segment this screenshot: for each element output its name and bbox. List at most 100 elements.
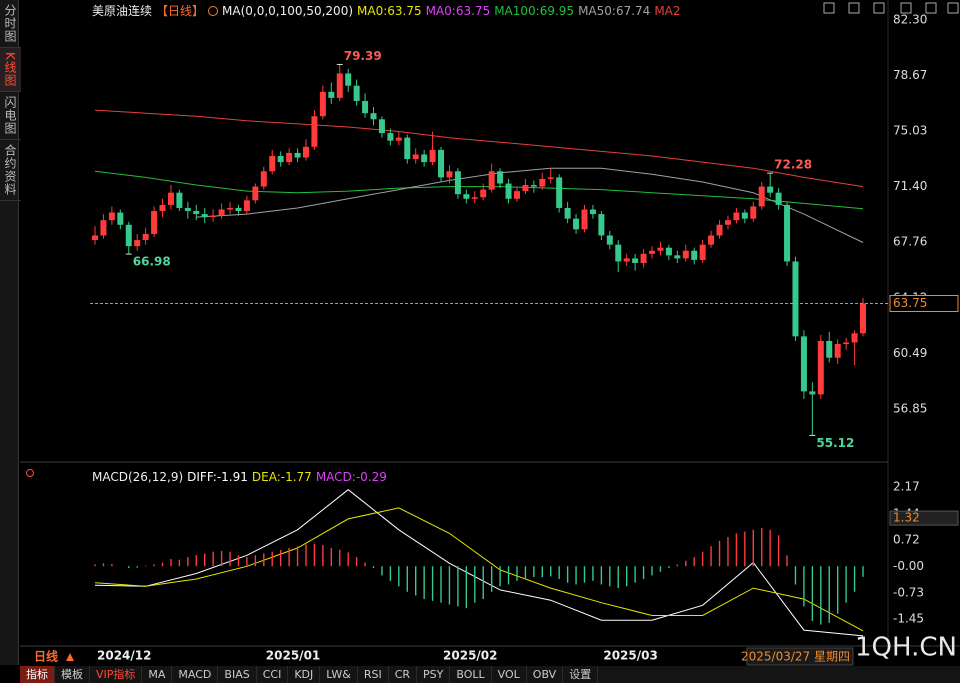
x-tick-label: 2025/01	[266, 649, 320, 663]
candle-body	[589, 209, 596, 215]
toolbar-item[interactable]: MACD	[172, 666, 219, 683]
candle-body	[277, 155, 284, 163]
toolbar-item[interactable]: VIP指标	[90, 666, 143, 683]
window-icon[interactable]	[848, 2, 860, 14]
toolbar-item[interactable]: OBV	[527, 666, 564, 683]
toolbar-item[interactable]: RSI	[358, 666, 389, 683]
candle-body	[851, 333, 858, 343]
x-tick-label: 2024/12	[97, 649, 151, 663]
candle-body	[378, 119, 385, 134]
period-arrow[interactable]	[66, 653, 74, 661]
candle-body	[353, 85, 360, 101]
window-icon[interactable]	[947, 2, 959, 14]
window-icon[interactable]	[900, 2, 912, 14]
toolbar-item[interactable]: CR	[389, 666, 418, 683]
y-tick-label: 0.72	[893, 533, 920, 547]
toolbar-item[interactable]: 设置	[563, 666, 599, 683]
candle-body	[581, 209, 588, 230]
candle-body	[151, 211, 158, 234]
sidebar-tab[interactable]: K线图	[0, 48, 21, 92]
candle-body	[319, 91, 326, 117]
extreme-label: 72.28	[774, 158, 812, 172]
candle-body	[345, 73, 352, 86]
candle-body	[775, 192, 782, 205]
indicator-icon[interactable]	[26, 469, 34, 477]
candle-body	[480, 189, 487, 198]
candle-body	[395, 137, 402, 141]
candle-body	[438, 149, 445, 178]
indicator-line	[94, 507, 864, 632]
extreme-label: 55.12	[816, 436, 854, 450]
toolbar: 指标 模板 VIP指标 MA MACD BIAS CCI KDJ LW& RSI…	[20, 666, 960, 683]
indicator: MA(0,0,0,100,50,200)	[222, 3, 354, 18]
candle-body	[564, 207, 571, 219]
watermark: 1QH.CN	[855, 633, 957, 663]
toolbar-item[interactable]: LW&	[320, 666, 358, 683]
toolbar-item[interactable]: BIAS	[218, 666, 257, 683]
candle-body	[860, 303, 866, 334]
sidebar-tab[interactable]: 闪电图	[0, 92, 21, 140]
indicator: MACD(26,12,9)	[92, 470, 184, 484]
sidebar-tab[interactable]: 分时图	[0, 0, 21, 48]
indicator-line	[94, 489, 864, 637]
sidebar-tab[interactable]: 合约资料	[0, 140, 21, 201]
indicator-line	[94, 109, 864, 188]
candle-body	[724, 220, 731, 225]
candle-body	[243, 200, 250, 212]
toolbar-item[interactable]: 指标	[20, 666, 55, 683]
toolbar-item[interactable]: VOL	[492, 666, 527, 683]
toolbar-item[interactable]: KDJ	[288, 666, 321, 683]
y-tick-label: -0.73	[893, 585, 924, 599]
candle-body	[539, 178, 546, 187]
toolbar-item[interactable]: 模板	[55, 666, 90, 683]
candle-body	[750, 206, 757, 219]
candle-body	[817, 340, 824, 395]
candle-body	[682, 250, 689, 259]
candle-body	[235, 207, 242, 212]
candle-body	[446, 171, 453, 178]
candle-body	[92, 235, 98, 241]
candle-body	[108, 212, 115, 221]
y-tick-label: -1.45	[893, 612, 924, 626]
legend-entry: DEA:-1.77	[251, 470, 312, 484]
candle-body	[463, 194, 470, 199]
candle-body	[370, 113, 377, 120]
candle-body	[260, 171, 267, 187]
candle-body	[100, 220, 107, 236]
window-icon[interactable]	[873, 2, 885, 14]
candle-body	[598, 214, 605, 236]
candle-body	[556, 177, 563, 208]
y-tick-label: 71.40	[893, 179, 927, 193]
y-tick-label: 78.67	[893, 68, 927, 82]
toolbar-item[interactable]: CCI	[257, 666, 289, 683]
candle-body	[117, 212, 124, 225]
legend-entry: MA2	[654, 3, 681, 18]
candle-body	[286, 152, 293, 163]
y-tick-label: 67.76	[893, 235, 927, 249]
candle-body	[758, 186, 765, 207]
candle-body	[691, 250, 698, 260]
candle-body	[311, 116, 318, 147]
candle-body	[547, 177, 554, 179]
period[interactable]: 【日线】	[156, 4, 205, 18]
candle-body	[843, 342, 850, 344]
toolbar-item[interactable]: MA	[142, 666, 173, 683]
toolbar-item[interactable]: PSY	[417, 666, 451, 683]
settings-icon[interactable]	[208, 5, 219, 16]
candle-body	[733, 212, 740, 221]
indicator-line	[94, 170, 864, 210]
period-label[interactable]: 日线	[34, 649, 58, 664]
sidebar: 分时图 K线图 闪电图 合约资料	[0, 0, 21, 665]
candle-body	[294, 152, 301, 158]
legend-entry: MA0:63.75	[425, 3, 491, 18]
window-icon[interactable]	[925, 2, 937, 14]
candle-body	[328, 91, 335, 98]
candle-body	[606, 235, 613, 245]
legend-entry: DIFF:-1.91	[187, 470, 248, 484]
toolbar-item[interactable]: BOLL	[450, 666, 492, 683]
candle-body	[142, 233, 149, 241]
candle-body	[649, 250, 656, 254]
candle-body	[167, 192, 174, 205]
window-icon[interactable]	[823, 2, 835, 14]
